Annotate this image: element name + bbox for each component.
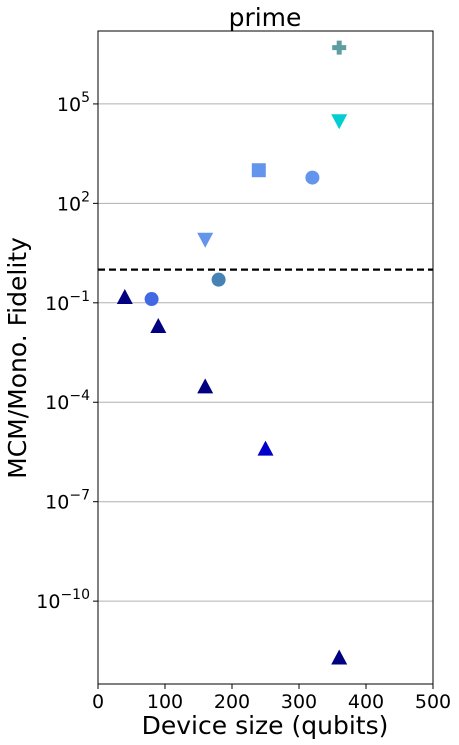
data-point-triangle-down bbox=[197, 233, 213, 248]
plot-frame bbox=[98, 31, 433, 684]
data-point-circle bbox=[145, 292, 159, 306]
x-axis-label: Device size (qubits) bbox=[142, 711, 389, 740]
x-tick-label: 500 bbox=[415, 691, 451, 713]
x-tick-label: 0 bbox=[92, 691, 104, 713]
x-axis-ticks: 0 100 200 300 400 500 bbox=[92, 684, 451, 713]
y-tick-label: 102 bbox=[57, 189, 90, 215]
y-tick-label: 10−4 bbox=[45, 388, 90, 414]
data-point-triangle-up bbox=[331, 649, 347, 664]
y-tick-label: 10−1 bbox=[45, 289, 90, 315]
data-points bbox=[117, 41, 347, 665]
data-point-triangle-up bbox=[258, 441, 274, 456]
data-point-circle bbox=[212, 273, 226, 287]
data-point-circle bbox=[305, 171, 319, 185]
data-point-triangle-down bbox=[331, 114, 347, 129]
data-point-plus bbox=[332, 41, 346, 55]
y-tick-label: 10−10 bbox=[36, 587, 90, 613]
y-axis-ticks: 10−10 10−7 10−4 10−1 102 105 bbox=[36, 90, 98, 613]
data-point-triangle-up bbox=[197, 378, 213, 393]
x-tick-label: 200 bbox=[214, 691, 250, 713]
x-tick-label: 100 bbox=[147, 691, 183, 713]
grid bbox=[98, 104, 433, 601]
y-axis-label: MCM/Mono. Fidelity bbox=[3, 237, 32, 479]
data-point-triangle-up bbox=[117, 289, 133, 304]
chart-title: prime bbox=[229, 3, 302, 32]
y-tick-label: 105 bbox=[57, 90, 90, 116]
data-point-square bbox=[252, 163, 266, 177]
y-tick-label: 10−7 bbox=[45, 488, 90, 514]
x-tick-label: 400 bbox=[348, 691, 384, 713]
x-tick-label: 300 bbox=[281, 691, 317, 713]
data-point-triangle-up bbox=[150, 318, 166, 333]
